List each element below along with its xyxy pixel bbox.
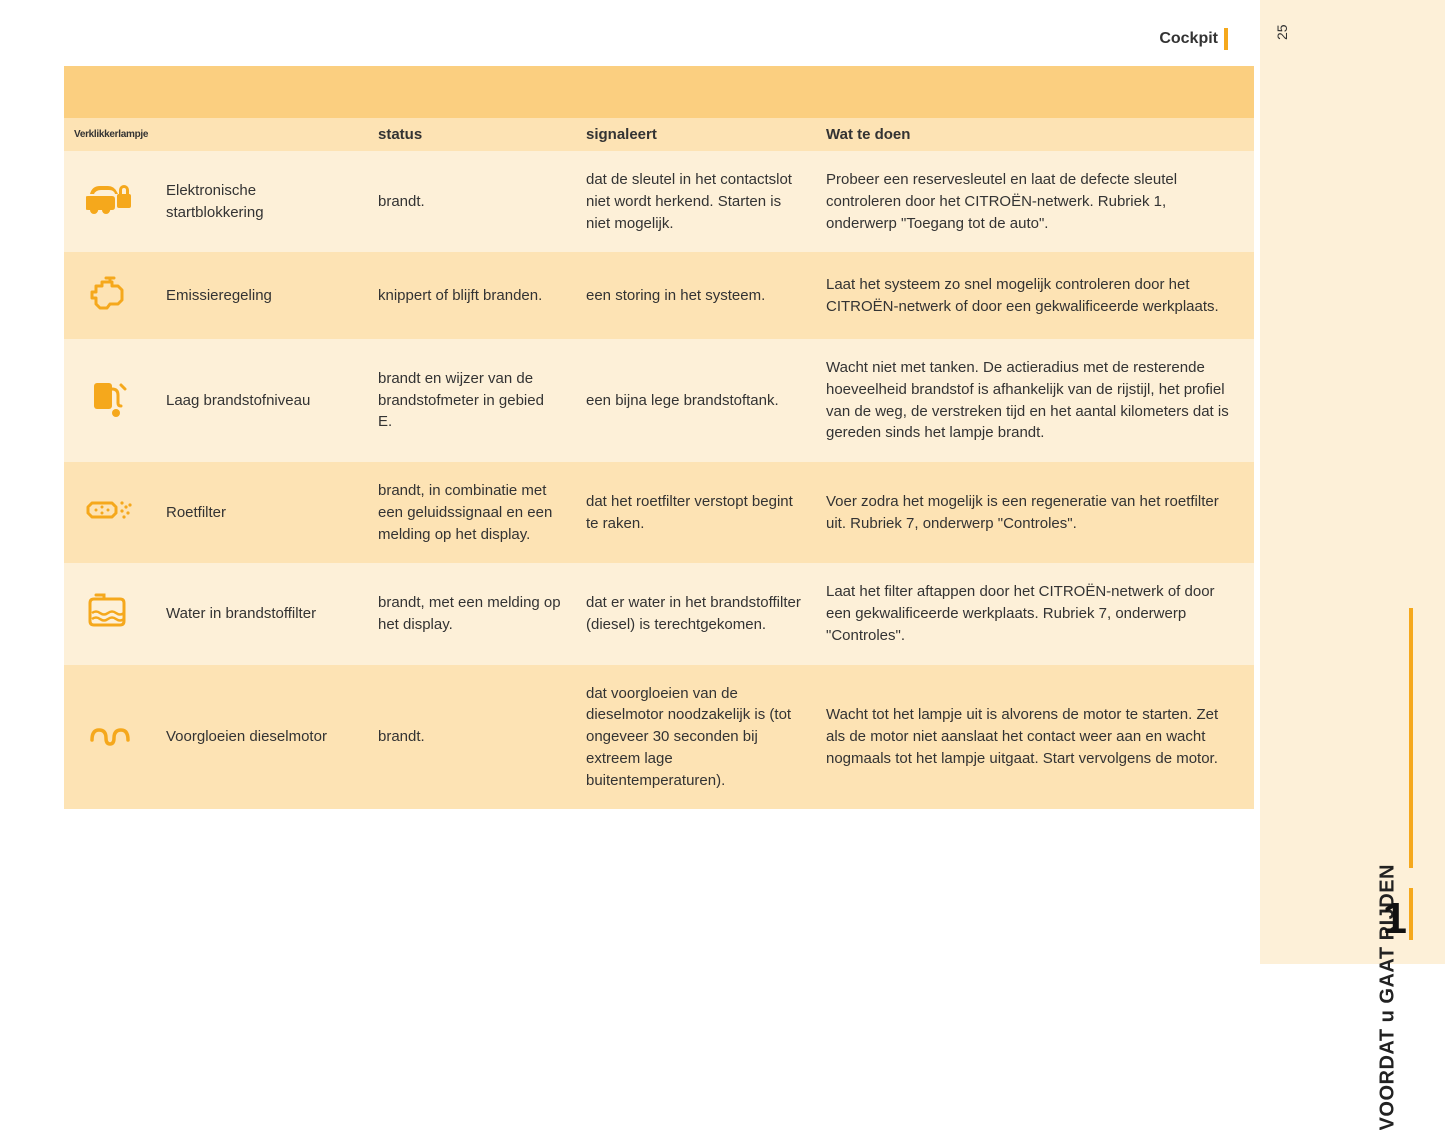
- col-header-status: status: [368, 118, 576, 151]
- action-cell: Laat het systeem zo snel mogelijk contro…: [816, 252, 1254, 339]
- status-cell: brandt en wijzer van de brandstofmeter i…: [368, 339, 576, 462]
- name-cell: Voorgloeien dieselmotor: [156, 665, 368, 810]
- chapter-accent-bar-icon: [1409, 888, 1413, 940]
- icon-cell: [64, 563, 156, 664]
- status-cell: brandt.: [368, 151, 576, 252]
- table: Verklikkerlampje status signaleert Wat t…: [64, 118, 1254, 809]
- page-content: Cockpit Verklikkerlampje status signalee…: [0, 0, 1260, 964]
- signal-cell: dat de sleutel in het contactslot niet w…: [576, 151, 816, 252]
- col-header-signal: signaleert: [576, 118, 816, 151]
- col-header-name: [156, 118, 368, 151]
- water-fuel-icon: [86, 589, 134, 633]
- immobilizer-icon: [86, 176, 134, 220]
- table-header-band: [64, 66, 1254, 118]
- signal-cell: dat het roetfilter verstopt begint te ra…: [576, 462, 816, 563]
- table-row: Water in brandstoffilter brandt, met een…: [64, 563, 1254, 664]
- status-cell: brandt.: [368, 665, 576, 810]
- signal-cell: dat er water in het brandstoffilter (die…: [576, 563, 816, 664]
- icon-cell: [64, 252, 156, 339]
- status-cell: knippert of blijft branden.: [368, 252, 576, 339]
- action-cell: Probeer een reservesleutel en laat de de…: [816, 151, 1254, 252]
- section-title: Cockpit: [0, 30, 1260, 48]
- signal-cell: een storing in het systeem.: [576, 252, 816, 339]
- action-cell: Wacht niet met tanken. De actieradius me…: [816, 339, 1254, 462]
- name-cell: Water in brandstoffilter: [156, 563, 368, 664]
- table-row: Roetfilter brandt, in combinatie met een…: [64, 462, 1254, 563]
- action-cell: Voer zodra het mogelijk is een regenerat…: [816, 462, 1254, 563]
- name-cell: Elektronische startblokkering: [156, 151, 368, 252]
- dpf-icon: [86, 487, 134, 531]
- side-accent-bar-icon: [1409, 608, 1413, 868]
- signal-cell: een bijna lege brandstoftank.: [576, 339, 816, 462]
- side-panel: 25 VOORDAT u GAAT RIJDEN 1: [1260, 0, 1445, 964]
- icon-cell: [64, 151, 156, 252]
- engine-icon: [86, 270, 134, 314]
- name-cell: Emissieregeling: [156, 252, 368, 339]
- action-cell: Laat het filter aftappen door het CITROË…: [816, 563, 1254, 664]
- table-row: Elektronische startblokkering brandt. da…: [64, 151, 1254, 252]
- name-cell: Laag brandstofniveau: [156, 339, 368, 462]
- action-cell: Wacht tot het lampje uit is alvorens de …: [816, 665, 1254, 810]
- page-number: 25: [1274, 24, 1290, 40]
- status-cell: brandt, met een melding op het display.: [368, 563, 576, 664]
- table-row: Laag brandstofniveau brandt en wijzer va…: [64, 339, 1254, 462]
- status-cell: brandt, in combinatie met een geluidssig…: [368, 462, 576, 563]
- fuel-icon: [86, 375, 134, 419]
- icon-cell: [64, 339, 156, 462]
- table-row: Emissieregeling knippert of blijft brand…: [64, 252, 1254, 339]
- icon-cell: [64, 462, 156, 563]
- table-row: Voorgloeien dieselmotor brandt. dat voor…: [64, 665, 1254, 810]
- icon-cell: [64, 665, 156, 810]
- signal-cell: dat voorgloeien van de dieselmotor noodz…: [576, 665, 816, 810]
- col-header-action: Wat te doen: [816, 118, 1254, 151]
- name-cell: Roetfilter: [156, 462, 368, 563]
- table-header-row: Verklikkerlampje status signaleert Wat t…: [64, 118, 1254, 151]
- chapter-number: 1: [1383, 894, 1407, 944]
- glow-plug-icon: [86, 712, 134, 756]
- warning-lights-table: Verklikkerlampje status signaleert Wat t…: [64, 66, 1254, 809]
- accent-bar-icon: [1224, 28, 1228, 50]
- col-header-lamp: Verklikkerlampje: [64, 118, 156, 151]
